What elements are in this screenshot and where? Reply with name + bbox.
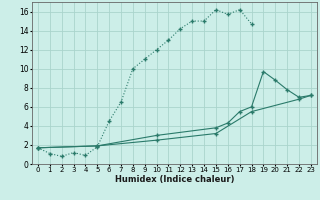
X-axis label: Humidex (Indice chaleur): Humidex (Indice chaleur) [115, 175, 234, 184]
